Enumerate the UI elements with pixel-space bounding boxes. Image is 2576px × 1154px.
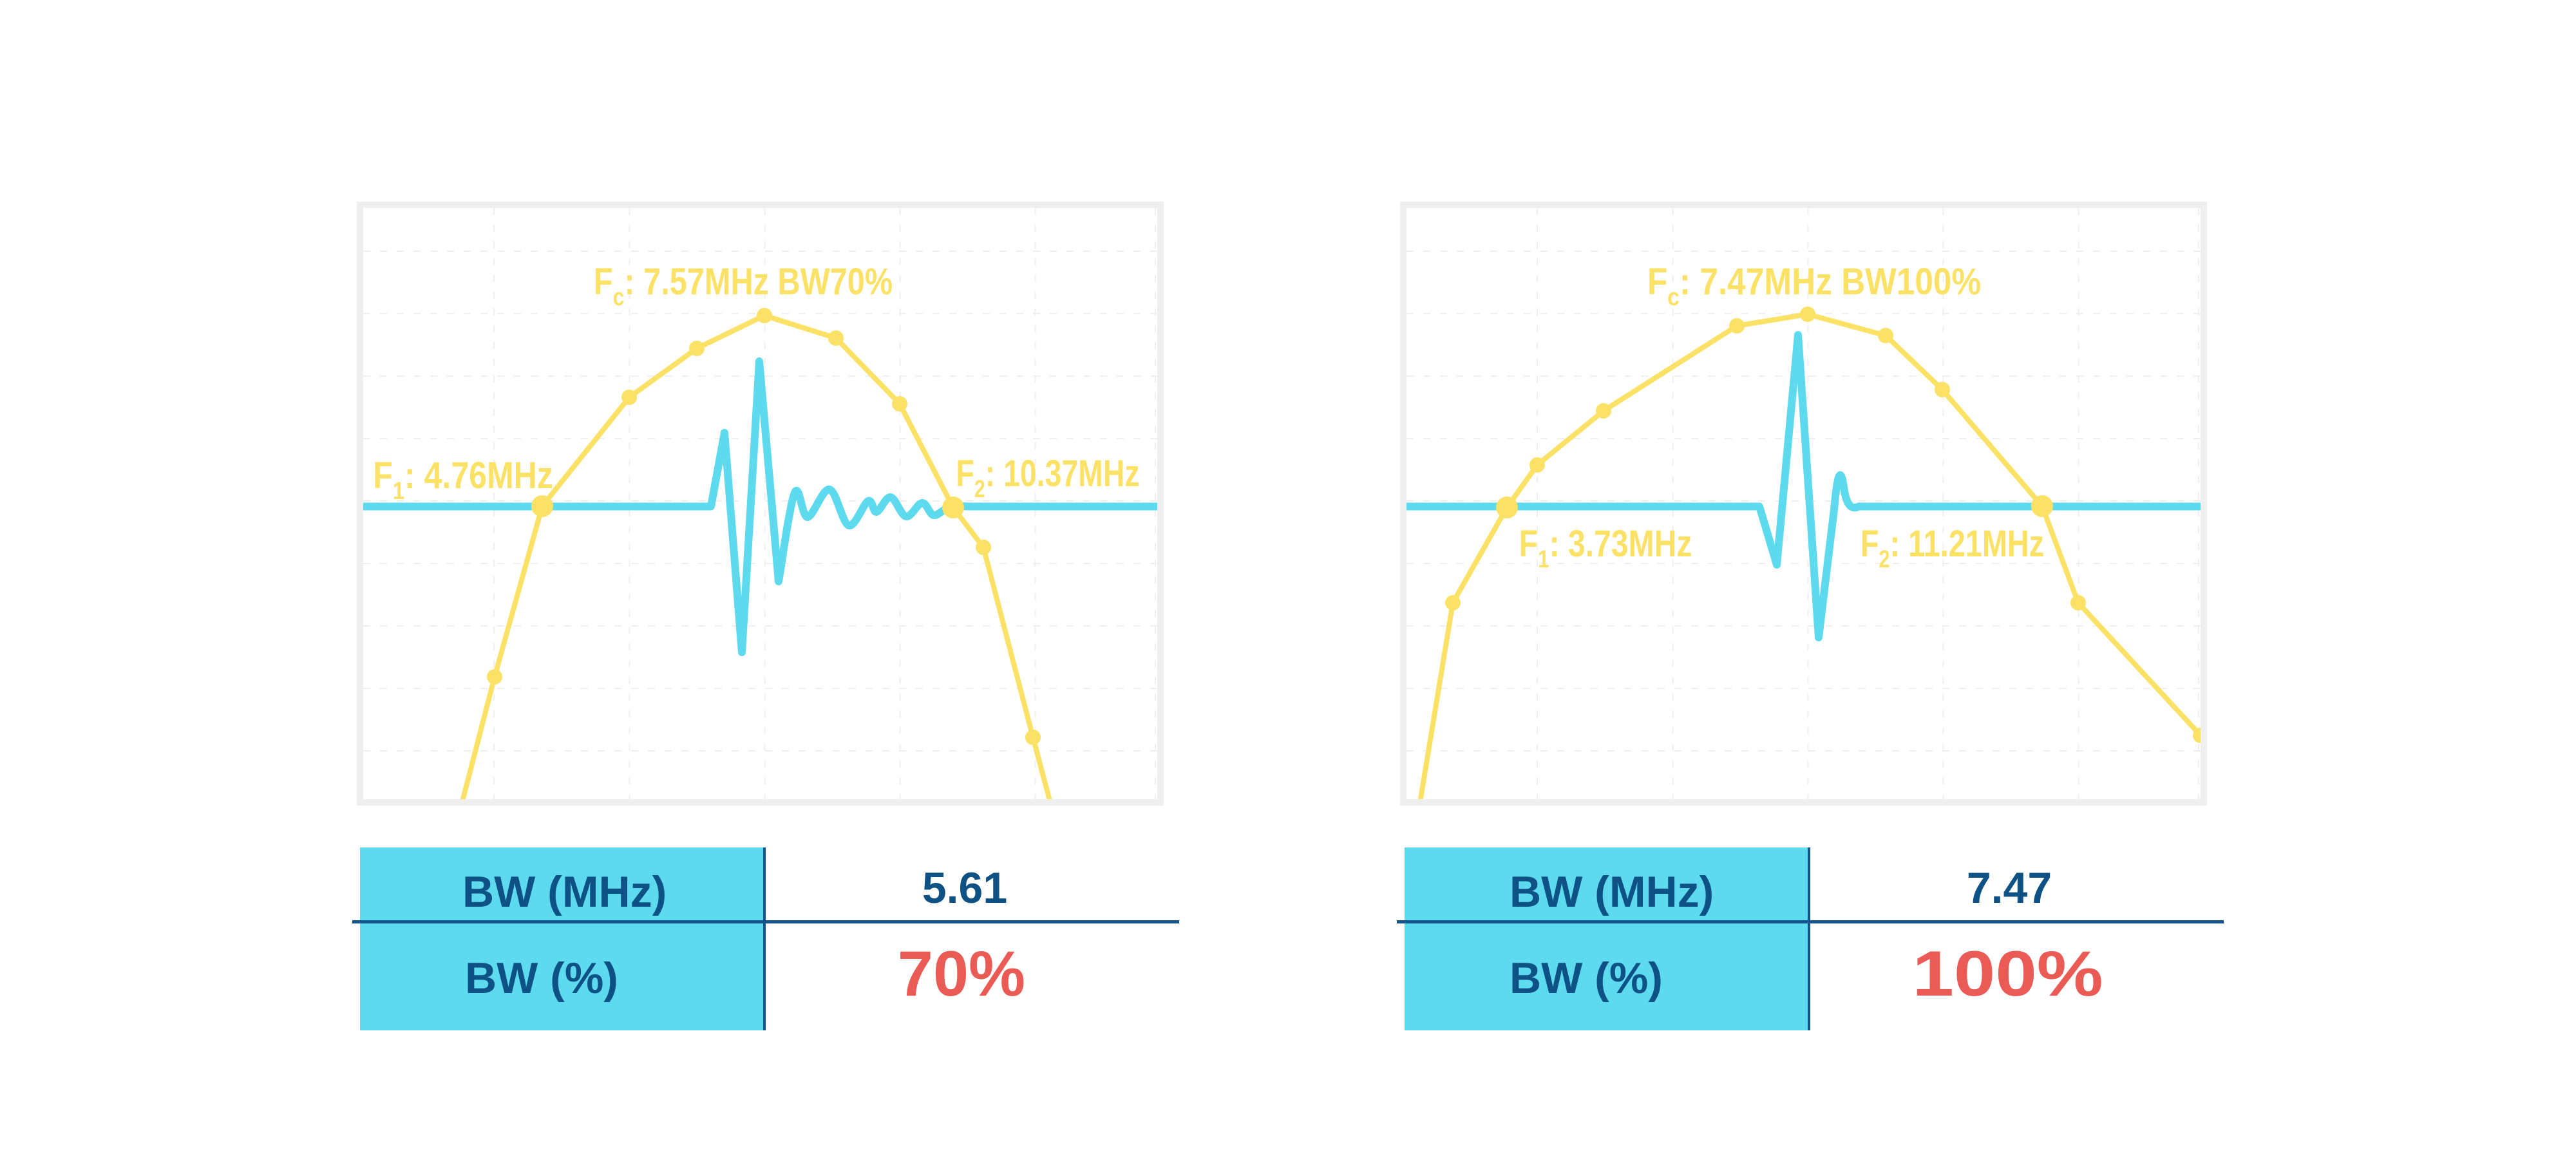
svg-text:Fc: 7.47MHz BW100%: Fc: 7.47MHz BW100% (1647, 260, 1981, 310)
svg-text:F2: 10.37MHz: F2: 10.37MHz (956, 453, 1139, 503)
svg-text:F1: 4.76MHz: F1: 4.76MHz (373, 455, 553, 505)
svg-text:F2: 11.21MHz: F2: 11.21MHz (1861, 523, 2044, 573)
svg-text:F1: 3.73MHz: F1: 3.73MHz (1519, 524, 1692, 573)
svg-text:Fc: 7.57MHz BW70%: Fc: 7.57MHz BW70% (594, 261, 893, 311)
